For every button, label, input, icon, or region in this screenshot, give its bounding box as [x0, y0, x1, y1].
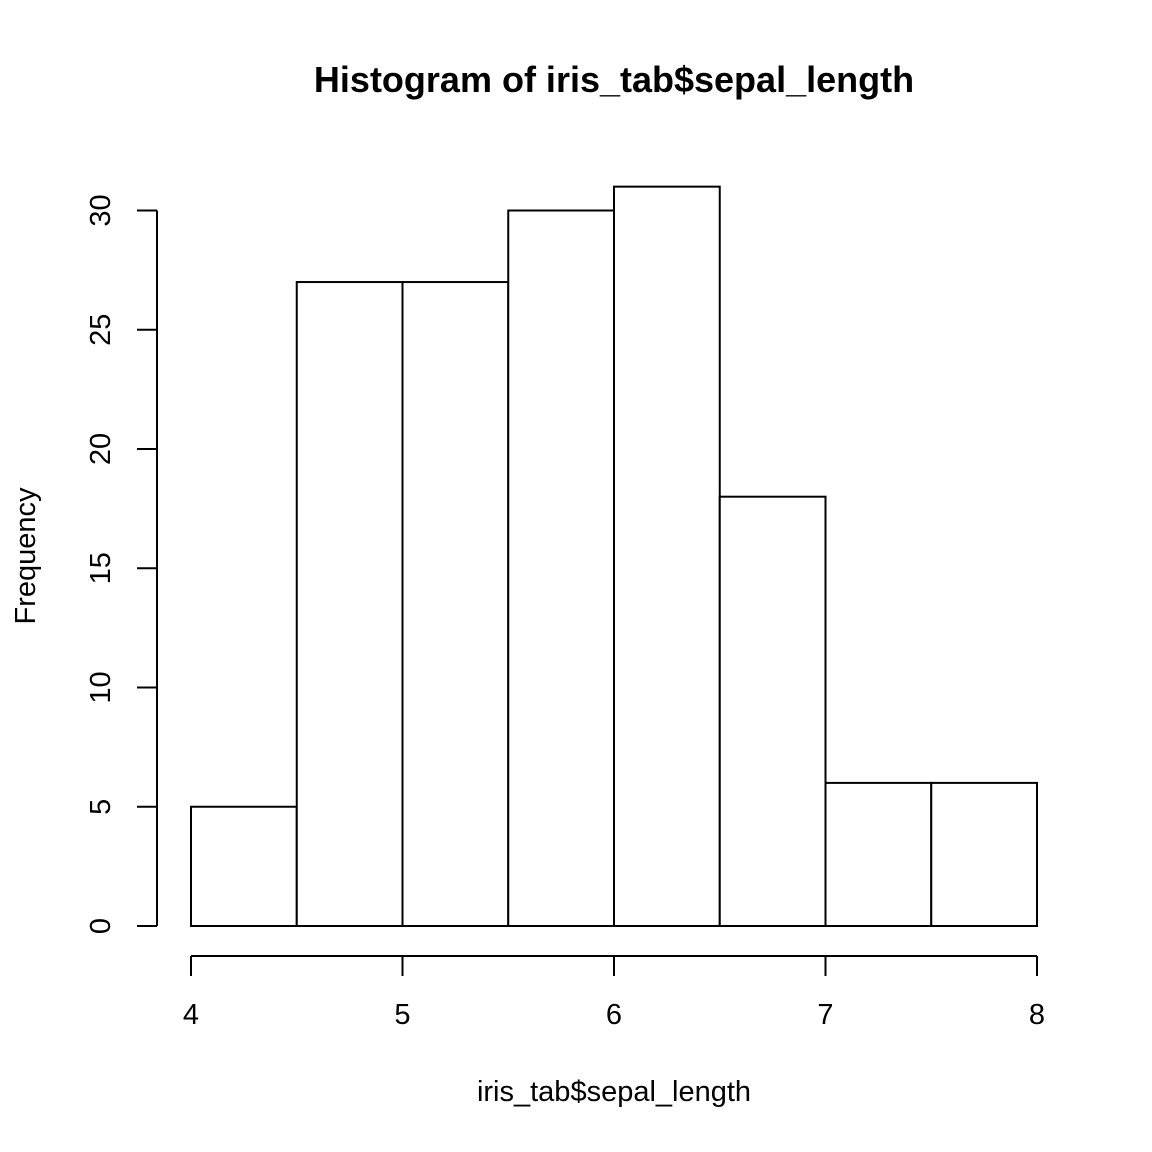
histogram-bar — [401, 281, 510, 927]
histogram-bar — [824, 781, 933, 928]
y-tick-label: 10 — [85, 671, 117, 703]
histogram-bar — [613, 185, 721, 927]
x-tick-label: 6 — [606, 999, 622, 1031]
x-tick-label: 7 — [817, 999, 833, 1031]
histogram-bar — [507, 209, 615, 927]
histogram-bar — [190, 805, 298, 927]
x-axis: 4 5 6 7 8 — [183, 955, 1045, 1031]
x-tick-label: 4 — [183, 999, 199, 1031]
y-tick-label: 25 — [85, 314, 117, 346]
x-tick-label: 5 — [394, 999, 410, 1031]
x-axis-title: iris_tab$sepal_length — [477, 1076, 751, 1108]
histogram-bar — [295, 281, 404, 927]
y-tick-label: 0 — [85, 918, 117, 934]
y-tick-label: 30 — [85, 194, 117, 226]
y-tick-label: 15 — [85, 552, 117, 584]
y-tick-label: 20 — [85, 433, 117, 465]
histogram-bar — [930, 781, 1038, 928]
histogram-bar — [718, 495, 827, 927]
x-tick-label: 8 — [1029, 999, 1045, 1031]
chart-title: Histogram of iris_tab$sepal_length — [314, 59, 914, 100]
y-tick-label: 5 — [85, 799, 117, 815]
y-axis: 0 5 10 15 20 25 30 — [85, 194, 158, 934]
y-axis-title: Frequency — [10, 487, 42, 625]
bars-layer — [190, 185, 1038, 928]
